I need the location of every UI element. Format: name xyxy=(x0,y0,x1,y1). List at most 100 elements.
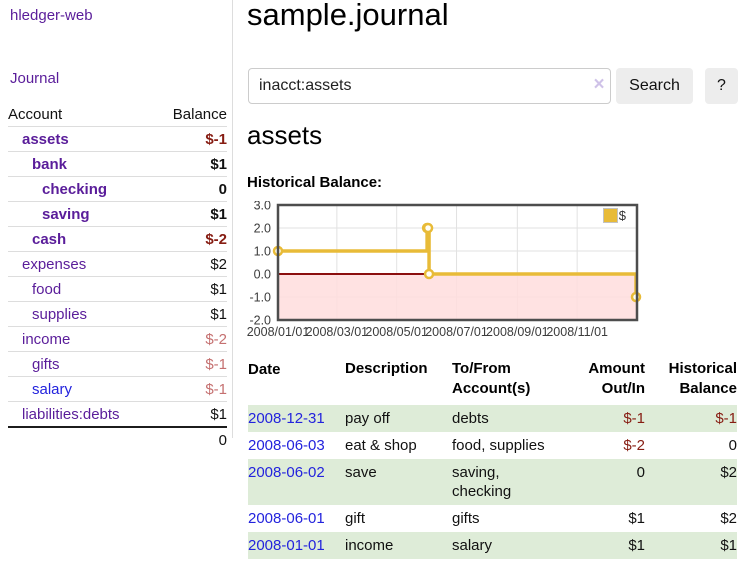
svg-text:2008/09/01: 2008/09/01 xyxy=(486,325,549,339)
account-balance: $1 xyxy=(155,301,227,327)
account-link-expenses[interactable]: expenses xyxy=(22,255,87,273)
transaction-date-link[interactable]: 2008-06-02 xyxy=(248,464,325,481)
svg-text:2008/11/01: 2008/11/01 xyxy=(546,325,608,339)
account-balance: 0 xyxy=(155,176,227,202)
chart-legend: $ xyxy=(602,208,626,223)
transaction-description: save xyxy=(345,464,377,481)
account-link-gifts[interactable]: gifts xyxy=(32,355,60,373)
account-balance: $1 xyxy=(155,201,227,227)
account-row: saving $1 xyxy=(8,201,227,227)
account-link-cash[interactable]: cash xyxy=(32,230,67,248)
transaction-balance: $2 xyxy=(720,464,737,481)
page-title: sample.journal xyxy=(247,0,449,32)
account-row: liabilities:debts $1 xyxy=(8,402,227,428)
transaction-amount: $1 xyxy=(628,537,645,554)
account-row: expenses $2 xyxy=(8,251,227,277)
account-row: bank $1 xyxy=(8,151,227,177)
svg-text:-1.0: -1.0 xyxy=(249,291,271,305)
svg-text:2008/01/01: 2008/01/01 xyxy=(247,325,310,339)
account-row: cash $-2 xyxy=(8,226,227,252)
transaction-account: saving, checking xyxy=(452,464,512,500)
legend-label: $ xyxy=(618,208,626,223)
account-row: gifts $-1 xyxy=(8,351,227,377)
search-input[interactable] xyxy=(248,68,611,104)
account-row: checking 0 xyxy=(8,176,227,202)
transaction-balance: $2 xyxy=(720,510,737,527)
account-balance: $1 xyxy=(155,276,227,302)
transaction-balance: 0 xyxy=(728,437,737,454)
header-balance: Historical Balance xyxy=(668,360,737,397)
svg-text:0.0: 0.0 xyxy=(254,268,271,282)
account-link-assets[interactable]: assets xyxy=(22,130,69,148)
account-balance: $-2 xyxy=(155,326,227,352)
account-heading: assets xyxy=(247,120,323,150)
account-link-liabilities-debts[interactable]: liabilities:debts xyxy=(22,405,120,423)
accounts-header-account: Account xyxy=(8,102,156,127)
transaction-account: salary xyxy=(452,537,493,554)
account-link-bank[interactable]: bank xyxy=(32,155,68,173)
transaction-balance: $-1 xyxy=(715,410,737,427)
svg-text:2008/05/01: 2008/05/01 xyxy=(365,325,428,339)
clear-search-icon[interactable]: × xyxy=(593,74,605,95)
accounts-table: Account Balance assets $-1 bank $1 checkin… xyxy=(8,102,227,452)
account-link-income[interactable]: income xyxy=(22,330,71,348)
help-button[interactable]: ? xyxy=(705,68,738,104)
svg-text:1.0: 1.0 xyxy=(254,245,271,259)
transaction-row: 2008-06-02 save saving, checking 0 $2 xyxy=(248,459,737,505)
transaction-date-link[interactable]: 2008-06-03 xyxy=(248,437,325,454)
account-row: income $-2 xyxy=(8,326,227,352)
transaction-account: food, supplies xyxy=(452,437,545,454)
accounts-total: 0 xyxy=(155,426,227,452)
chart-svg: 3.0 2.0 1.0 0.0 -1.0 -2.02008/01/012008/03/01… xyxy=(247,199,642,339)
account-balance: $-2 xyxy=(155,226,227,252)
account-balance: $1 xyxy=(210,405,227,423)
header-amount: Amount Out/In xyxy=(588,360,645,397)
transaction-row: 2008-06-01 gift gifts $1 $2 xyxy=(248,505,737,532)
transaction-balance: $1 xyxy=(720,537,737,554)
account-balance: $-1 xyxy=(155,126,227,152)
transaction-amount: $-2 xyxy=(623,437,645,454)
account-link-supplies[interactable]: supplies xyxy=(32,305,88,323)
accounts-header-balance: Balance xyxy=(155,102,227,127)
transaction-account: debts xyxy=(452,410,489,427)
search-button[interactable]: Search xyxy=(616,68,693,104)
header-account: To/From Account(s) xyxy=(452,360,531,397)
transactions-table: Date Description To/From Account(s) Amou… xyxy=(248,357,737,559)
transaction-row: 2008-01-01 income salary $1 $1 xyxy=(248,532,737,559)
account-balance: $2 xyxy=(155,251,227,277)
svg-text:2.0: 2.0 xyxy=(254,222,271,236)
svg-text:3.0: 3.0 xyxy=(254,201,271,213)
brand-link[interactable]: hledger-web xyxy=(10,7,93,24)
transaction-description: gift xyxy=(345,510,366,527)
sidebar-item-journal[interactable]: Journal xyxy=(10,70,60,87)
transaction-amount: $1 xyxy=(628,510,645,527)
account-row: food $1 xyxy=(8,276,227,302)
accounts-total-row: 0 xyxy=(8,426,227,452)
svg-text:2008/07/01: 2008/07/01 xyxy=(425,325,488,339)
account-balance: $-1 xyxy=(155,351,227,377)
header-date-sort[interactable]: Date xyxy=(248,361,281,378)
account-row: salary $-1 xyxy=(8,376,227,402)
account-link-food[interactable]: food xyxy=(32,280,62,298)
transaction-description: pay off xyxy=(345,410,390,427)
transaction-amount: $-1 xyxy=(623,410,645,427)
svg-text:-2.0: -2.0 xyxy=(249,314,271,328)
transaction-description: income xyxy=(345,537,394,554)
transaction-date-link[interactable]: 2008-01-01 xyxy=(248,537,325,554)
svg-text:2008/03/01: 2008/03/01 xyxy=(306,325,369,339)
transaction-amount: 0 xyxy=(636,464,645,481)
transaction-description: eat & shop xyxy=(345,437,417,454)
sidebar: hledger-web Journal Account Balance asse… xyxy=(0,0,233,452)
transaction-date-link[interactable]: 2008-12-31 xyxy=(248,410,325,427)
account-link-checking[interactable]: checking xyxy=(42,180,108,198)
transaction-row: 2008-06-03 eat & shop food, supplies $-2… xyxy=(248,432,737,459)
account-link-salary[interactable]: salary xyxy=(32,380,73,398)
transaction-row: 2008-12-31 pay off debts $-1 $-1 xyxy=(248,405,737,432)
account-link-saving[interactable]: saving xyxy=(42,205,90,223)
transaction-date-link[interactable]: 2008-06-01 xyxy=(248,510,325,527)
account-balance: $1 xyxy=(155,151,227,177)
transaction-account: gifts xyxy=(452,510,480,527)
header-description: Description xyxy=(345,360,428,377)
account-row: supplies $1 xyxy=(8,301,227,327)
historical-balance-chart: 3.0 2.0 1.0 0.0 -1.0 -2.0 2008/01/01 2008/03/01… xyxy=(244,199,664,343)
